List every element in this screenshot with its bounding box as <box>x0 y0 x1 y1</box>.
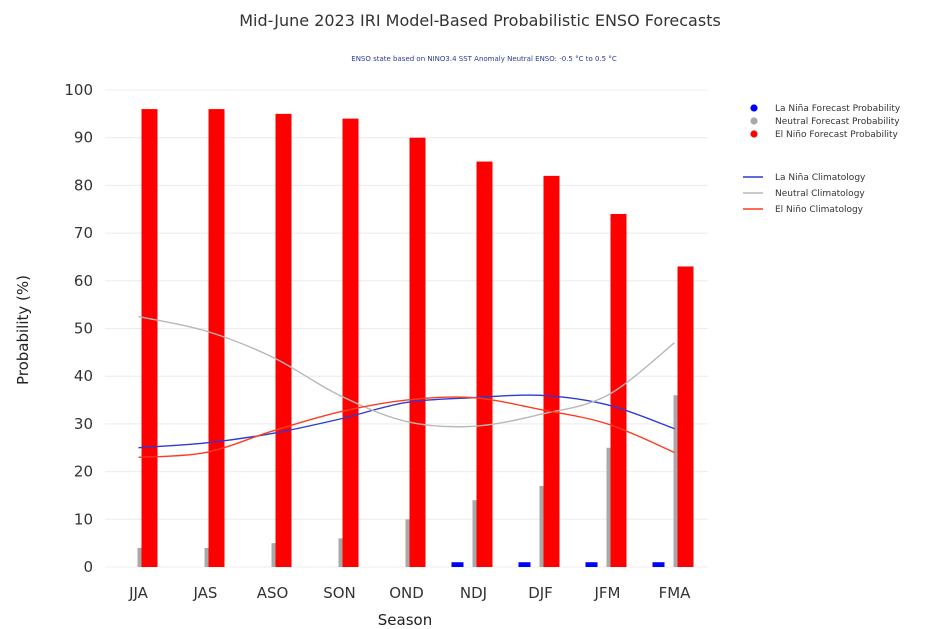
climatology-lines <box>138 315 675 458</box>
el-nino-climatology-line <box>138 396 675 458</box>
y-tick-label: 100 <box>64 81 93 99</box>
legend-label: La Niña Forecast Probability <box>775 104 901 114</box>
legend-label: La Niña Climatology <box>775 173 866 183</box>
y-tick-label: 0 <box>83 558 93 576</box>
y-tick-label: 80 <box>74 176 93 194</box>
legend-marker <box>750 104 758 112</box>
legend-label: El Niño Climatology <box>775 205 864 215</box>
x-tick-label: DJF <box>528 584 553 602</box>
bar-el-son <box>342 118 359 568</box>
bar-la-ndj <box>451 562 464 567</box>
legend-label: El Niño Forecast Probability <box>775 130 899 140</box>
y-tick-label: 40 <box>74 367 93 385</box>
x-axis-ticks: JJA JAS ASO SON OND NDJ DJF JFM FMA <box>128 584 691 602</box>
legend-label: Neutral Forecast Probability <box>775 117 900 127</box>
legend: La Niña Forecast Probability Neutral Fore… <box>743 104 901 215</box>
y-axis-label: Probability (%) <box>14 275 32 385</box>
y-tick-label: 90 <box>74 129 93 147</box>
bar-la-djf <box>518 562 531 567</box>
gridlines <box>105 89 708 568</box>
x-tick-label: OND <box>389 584 424 602</box>
y-tick-label: 50 <box>74 320 93 338</box>
y-tick-label: 60 <box>74 272 93 290</box>
legend-marker <box>750 130 758 138</box>
bar-el-aso <box>275 113 292 567</box>
bar-el-djf <box>543 175 560 568</box>
la-nina-climatology-line <box>138 394 675 449</box>
x-tick-label: FMA <box>659 584 692 602</box>
bar-el-ond <box>409 137 426 567</box>
bar-la-fma <box>652 562 665 567</box>
bar-marks <box>137 109 694 568</box>
x-tick-label: NDJ <box>460 584 487 602</box>
bar-el-fma <box>677 266 694 567</box>
bar-el-jas <box>208 109 225 567</box>
bar-la-jfm <box>585 562 598 567</box>
neutral-climatology-line <box>138 315 675 428</box>
x-tick-label: JAS <box>193 584 218 602</box>
bar-el-ndj <box>476 161 493 568</box>
x-tick-label: JFM <box>594 584 621 602</box>
chart-subtitle: ENSO state based on NINO3.4 SST Anomaly … <box>351 55 617 63</box>
y-tick-label: 70 <box>74 224 93 242</box>
legend-label: Neutral Climatology <box>775 189 865 199</box>
x-axis-label: Season <box>378 611 432 629</box>
chart-title: Mid-June 2023 IRI Model-Based Probabilis… <box>239 11 721 30</box>
y-tick-label: 20 <box>74 463 93 481</box>
y-tick-label: 30 <box>74 415 93 433</box>
bar-el-jja <box>141 109 158 567</box>
x-tick-label: ASO <box>257 584 289 602</box>
legend-marker <box>750 117 758 125</box>
bar-el-jfm <box>610 214 627 567</box>
y-tick-label: 10 <box>74 510 93 528</box>
x-tick-label: JJA <box>128 584 149 602</box>
x-tick-label: SON <box>323 584 356 602</box>
y-axis-ticks: 0 10 20 30 40 50 60 70 80 90 100 <box>64 81 93 576</box>
